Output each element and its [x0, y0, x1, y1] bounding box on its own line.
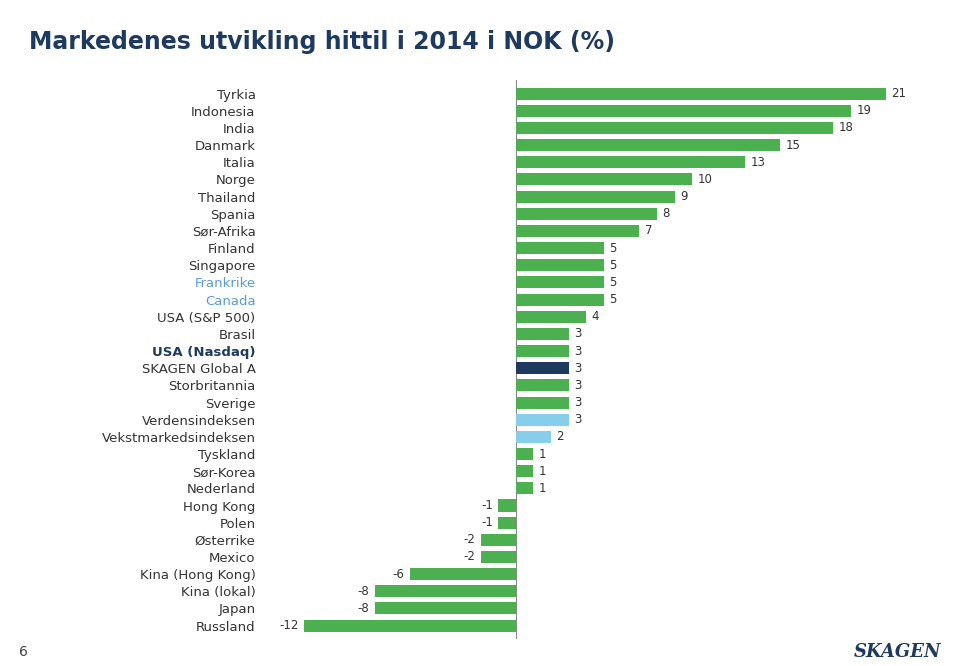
Text: 5: 5: [610, 242, 616, 254]
Bar: [516, 294, 604, 306]
Bar: [516, 259, 604, 271]
Text: -2: -2: [464, 551, 475, 563]
Bar: [304, 619, 516, 631]
Text: -2: -2: [464, 533, 475, 546]
Bar: [516, 414, 568, 426]
Text: -8: -8: [358, 602, 370, 615]
Bar: [516, 380, 568, 392]
Bar: [516, 122, 833, 134]
Text: 3: 3: [574, 344, 582, 358]
Text: -1: -1: [481, 516, 492, 529]
Bar: [410, 568, 516, 580]
Bar: [516, 431, 551, 443]
Text: 3: 3: [574, 413, 582, 426]
Text: 19: 19: [856, 105, 872, 117]
Text: 5: 5: [610, 259, 616, 272]
Text: 8: 8: [662, 207, 670, 220]
Text: SKAGEN: SKAGEN: [853, 643, 941, 661]
Bar: [516, 242, 604, 254]
Text: 18: 18: [839, 121, 853, 135]
Text: 5: 5: [610, 276, 616, 289]
Text: 6: 6: [19, 645, 28, 659]
Text: 3: 3: [574, 379, 582, 392]
Text: 7: 7: [644, 224, 652, 238]
Text: Markedenes utvikling hittil i 2014 i NOK (%): Markedenes utvikling hittil i 2014 i NOK…: [29, 30, 614, 54]
Bar: [516, 139, 780, 151]
Text: 1: 1: [539, 465, 546, 478]
Text: 21: 21: [892, 87, 906, 100]
Text: 9: 9: [680, 190, 687, 203]
Text: 3: 3: [574, 362, 582, 375]
Bar: [516, 225, 639, 237]
Text: 3: 3: [574, 328, 582, 340]
Text: -12: -12: [279, 619, 299, 632]
Bar: [374, 585, 516, 597]
Bar: [516, 276, 604, 288]
Text: -6: -6: [393, 567, 405, 581]
Text: -1: -1: [481, 499, 492, 512]
Bar: [516, 482, 534, 494]
Text: 3: 3: [574, 396, 582, 409]
Bar: [516, 345, 568, 357]
Text: 15: 15: [785, 139, 801, 152]
Bar: [481, 534, 516, 546]
Bar: [374, 603, 516, 615]
Bar: [516, 362, 568, 374]
Bar: [516, 157, 745, 168]
Bar: [516, 396, 568, 408]
Bar: [516, 328, 568, 340]
Text: 2: 2: [557, 430, 564, 444]
Text: 13: 13: [751, 156, 765, 168]
Text: 5: 5: [610, 293, 616, 306]
Bar: [516, 105, 851, 117]
Text: 10: 10: [698, 173, 712, 186]
Text: 1: 1: [539, 482, 546, 495]
Bar: [516, 311, 587, 323]
Text: -8: -8: [358, 585, 370, 598]
Bar: [516, 465, 534, 478]
Text: 4: 4: [591, 310, 599, 323]
Bar: [516, 208, 657, 220]
Bar: [516, 448, 534, 460]
Bar: [516, 88, 886, 100]
Bar: [516, 190, 675, 202]
Text: 1: 1: [539, 448, 546, 460]
Bar: [498, 500, 516, 511]
Bar: [516, 173, 692, 185]
Bar: [481, 551, 516, 563]
Bar: [498, 517, 516, 529]
